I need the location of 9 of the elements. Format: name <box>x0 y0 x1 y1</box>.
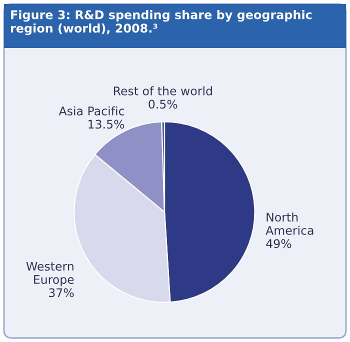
data-label: 37% <box>49 288 74 298</box>
slice-label: Western Europe <box>26 262 74 286</box>
chart-title: Figure 3: R&D spending share by geographic region (world), 2008.³ <box>11 10 312 36</box>
data-label: 0.5% <box>148 100 178 109</box>
data-label: 49% <box>266 239 292 248</box>
slice-label: Rest of the world <box>114 86 212 96</box>
slice-label: Asia Pacific <box>58 106 124 116</box>
data-label: 13.5% <box>88 120 124 129</box>
slice-label: North America <box>266 212 314 235</box>
